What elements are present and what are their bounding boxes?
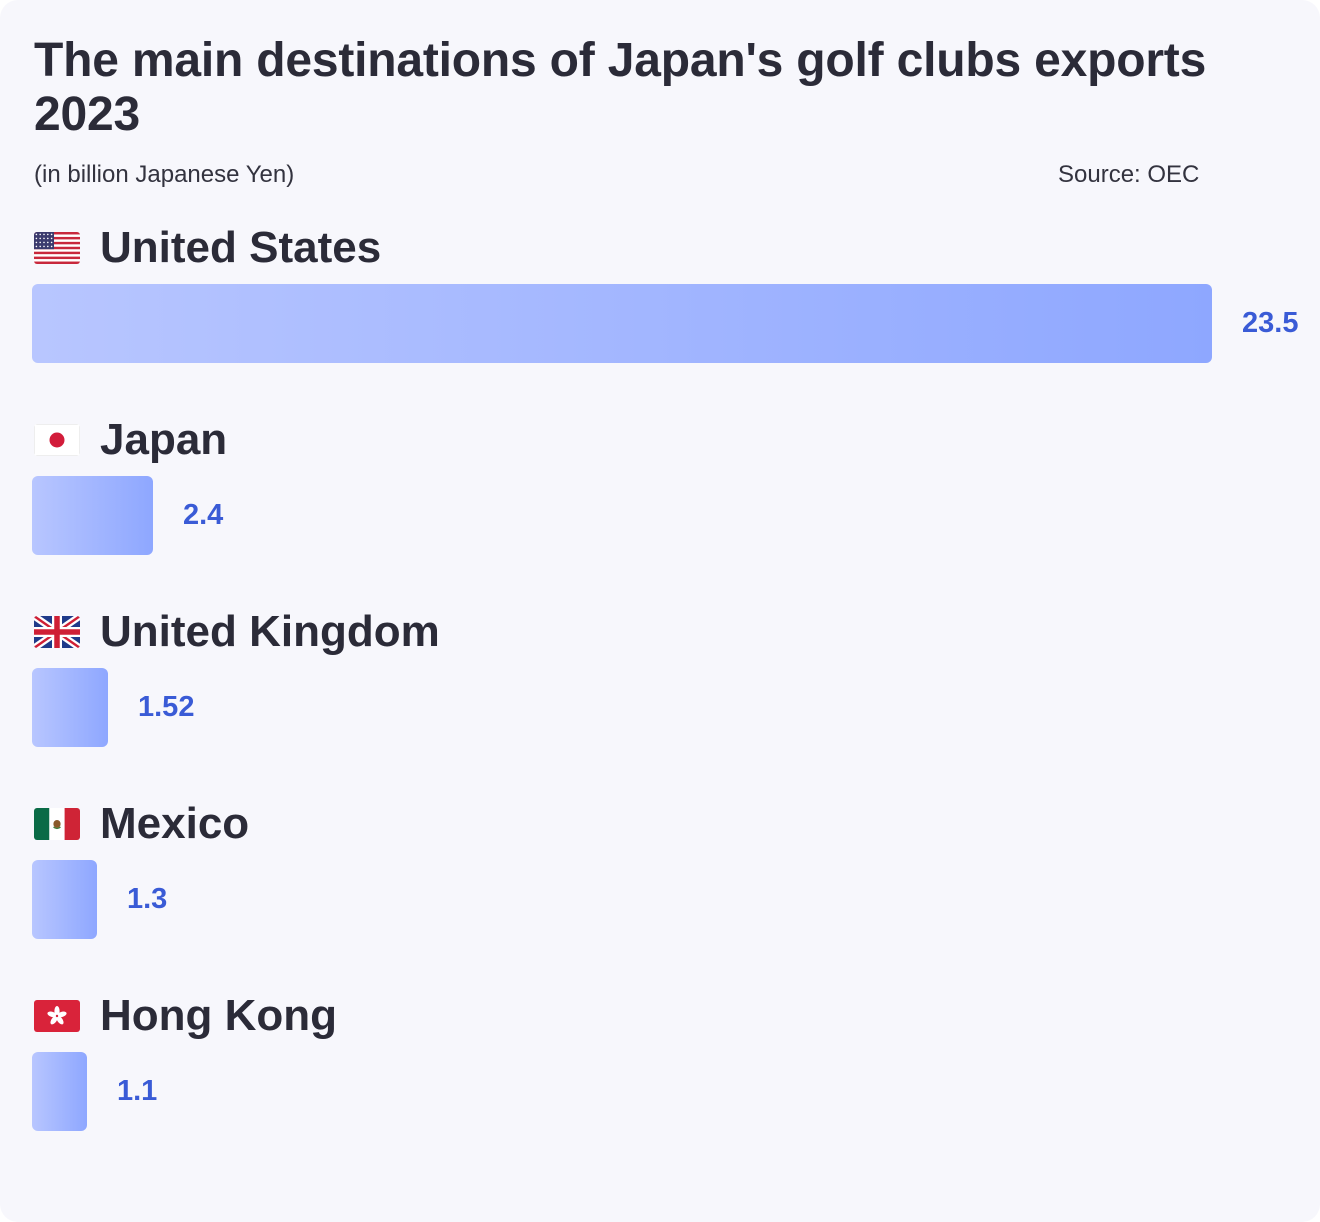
data-label: 1.52 — [138, 691, 195, 723]
data-label: 1.1 — [117, 1075, 158, 1107]
bar-row: Japan 2.4 — [0, 412, 1320, 572]
chart-title: The main destinations of Japan's golf cl… — [34, 34, 1207, 141]
bar — [32, 668, 108, 747]
bar — [32, 860, 97, 939]
category-label: United States — [100, 223, 382, 272]
bar-row: Mexico 1.3 — [0, 796, 1320, 956]
bar-label-line: Japan — [34, 412, 227, 468]
category-label: Hong Kong — [100, 991, 338, 1040]
category-label: Mexico — [100, 799, 250, 848]
bar-label-line: Mexico — [34, 796, 249, 852]
mexico-flag-icon — [34, 808, 80, 840]
bar-row: United States 23.5 — [0, 220, 1320, 380]
category-label: Japan — [100, 415, 228, 464]
japan-flag-icon — [34, 424, 80, 456]
uk-flag-icon — [34, 616, 80, 648]
data-label: 23.5 — [1242, 307, 1299, 339]
bar-row: Hong Kong 1.1 — [0, 988, 1320, 1148]
bar — [32, 284, 1212, 363]
category-label: United Kingdom — [100, 607, 440, 656]
data-label: 1.3 — [127, 883, 168, 915]
bar-label-line: Hong Kong — [34, 988, 337, 1044]
bar-label-line: United Kingdom — [34, 604, 440, 660]
bar — [32, 476, 153, 555]
bar-label-line: United States — [34, 220, 381, 276]
bar — [32, 1052, 87, 1131]
bar-row: United Kingdom 1.52 — [0, 604, 1320, 764]
data-label: 2.4 — [183, 499, 224, 531]
chart-source: Source: OEC — [1058, 161, 1200, 188]
hong-kong-flag-icon — [34, 1000, 80, 1032]
chart-subtitle: (in billion Japanese Yen) — [34, 161, 295, 188]
us-flag-icon — [34, 232, 80, 264]
